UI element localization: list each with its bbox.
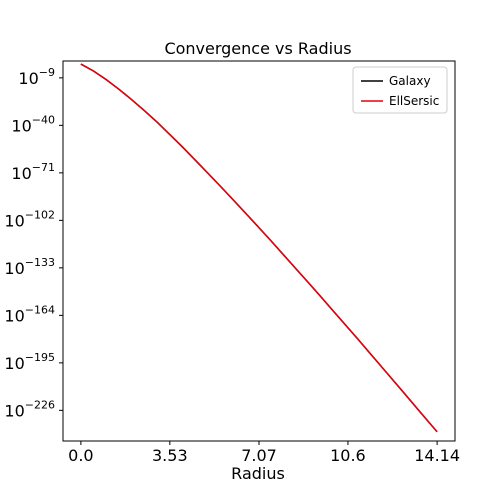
- y-tick-exponent: −226: [25, 398, 55, 411]
- y-tick-base: 10: [4, 401, 24, 420]
- y-tick-exponent: −195: [25, 351, 55, 364]
- y-tick-base: 10: [4, 306, 24, 325]
- legend-label-galaxy: Galaxy: [389, 74, 431, 88]
- y-tick-exponent: −40: [32, 113, 55, 126]
- y-tick-exponent: −71: [32, 161, 55, 174]
- legend-label-ellsersic: EllSersic: [389, 94, 439, 108]
- y-tick-base: 10: [11, 164, 31, 183]
- y-tick-label: 10−164: [4, 303, 55, 325]
- plot-area: [80, 63, 438, 433]
- y-tick-exponent: −102: [25, 208, 55, 221]
- y-tick-base: 10: [11, 116, 31, 135]
- chart-title: Convergence vs Radius: [164, 39, 351, 58]
- y-tick-label: 10−195: [4, 351, 55, 373]
- x-tick-label: 10.6: [330, 446, 366, 465]
- x-tick-label: 7.07: [241, 446, 277, 465]
- y-tick-label: 10−102: [4, 208, 55, 230]
- x-axis-label: Radius: [231, 464, 285, 483]
- y-tick-exponent: −133: [25, 256, 55, 269]
- y-tick-base: 10: [18, 69, 38, 88]
- legend: Galaxy EllSersic: [352, 66, 448, 114]
- y-tick-base: 10: [4, 259, 24, 278]
- y-tick-base: 10: [4, 211, 24, 230]
- y-tick-label: 10−71: [11, 161, 55, 183]
- y-tick-exponent: −9: [39, 66, 55, 79]
- y-tick-label: 10−9: [18, 66, 55, 88]
- y-tick-exponent: −164: [25, 303, 55, 316]
- y-tick-label: 10−133: [4, 256, 55, 278]
- y-tick-label: 10−226: [4, 398, 55, 420]
- series-line-ellsersic: [80, 63, 438, 433]
- y-tick-base: 10: [4, 354, 24, 373]
- x-tick-label: 0.0: [68, 446, 93, 465]
- y-axis: 10−910−4010−7110−10210−13310−16410−19510…: [4, 66, 63, 420]
- x-tick-label: 3.53: [152, 446, 188, 465]
- x-tick-label: 14.14: [414, 446, 460, 465]
- x-axis: 0.0 3.53 7.07 10.6 14.14: [68, 441, 460, 465]
- y-tick-label: 10−40: [11, 113, 55, 135]
